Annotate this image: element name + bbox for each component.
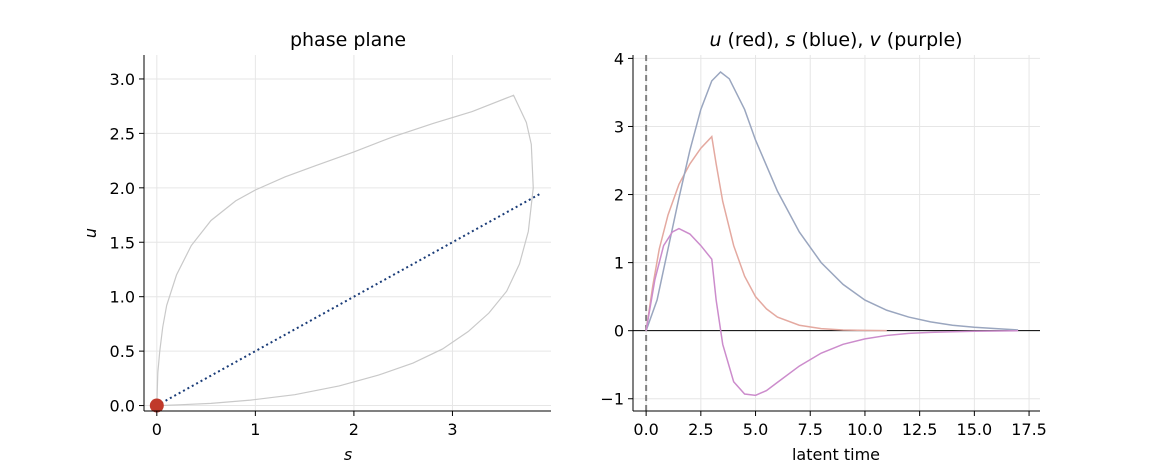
- y-tick-label: 0: [614, 322, 624, 341]
- time-course-x-ticks: 0.0 2.5 5.0 7.5 10.0 12.5 15.0 17.5: [633, 411, 1047, 439]
- y-tick-label: 0.0: [110, 397, 135, 416]
- x-tick-label: 17.5: [1011, 420, 1047, 439]
- y-tick-label: −1: [600, 390, 624, 409]
- y-tick-label: 2: [614, 186, 624, 205]
- x-tick-label: 5.0: [743, 420, 768, 439]
- time-course-title: u (red), s (blue), v (purple): [709, 29, 962, 51]
- time-course-x-label: latent time: [792, 445, 880, 462]
- y-tick-label: 0.5: [110, 342, 135, 361]
- title-part: s: [786, 29, 796, 51]
- phase-plane-x-label: s: [344, 445, 352, 462]
- y-tick-label: 2.5: [110, 124, 135, 143]
- x-tick-label: 0: [152, 420, 162, 439]
- title-part: (red),: [721, 29, 785, 51]
- x-tick-label: 3: [447, 420, 457, 439]
- x-tick-label: 2: [349, 420, 359, 439]
- x-tick-label: 7.5: [798, 420, 823, 439]
- phase-plane-x-ticks: 0 1 2 3: [152, 411, 458, 439]
- y-tick-label: 2.0: [110, 179, 135, 198]
- y-tick-label: 1.0: [110, 288, 135, 307]
- phase-plane-y-label: u: [81, 228, 100, 238]
- time-course-panel: 0.0 2.5 5.0 7.5 10.0 12.5 15.0 17.5 −1 0 1 2 3 4 u (…: [600, 29, 1046, 462]
- phase-plane-grid: [144, 55, 551, 411]
- y-tick-label: 1.5: [110, 233, 135, 252]
- x-tick-label: 2.5: [688, 420, 713, 439]
- title-part: (purple): [881, 29, 963, 51]
- phase-trajectory-line: [156, 94, 534, 407]
- y-tick-label: 3: [614, 117, 624, 136]
- y-tick-label: 1: [614, 254, 624, 273]
- phase-plane-title: phase plane: [290, 29, 406, 51]
- time-course-plot-area: [633, 55, 1040, 411]
- phase-plane-panel: 0 1 2 3 0.0 0.5 1.0 1.5 2.0 2.5 3.0 phase plane s…: [81, 29, 551, 462]
- time-course-grid: [633, 55, 1040, 411]
- title-part: (blue),: [795, 29, 869, 51]
- y-tick-label: 3.0: [110, 70, 135, 89]
- title-part: v: [870, 29, 882, 51]
- u-series-line: [645, 135, 887, 332]
- x-tick-label: 10.0: [847, 420, 883, 439]
- initial-point-marker: [149, 398, 164, 413]
- y-tick-label: 4: [614, 49, 624, 68]
- x-tick-label: 1: [250, 420, 260, 439]
- time-course-y-ticks: −1 0 1 2 3 4: [600, 49, 633, 409]
- phase-plane-plot-area: [149, 94, 542, 413]
- steady-state-dotted-line: [156, 192, 542, 407]
- x-tick-label: 15.0: [957, 420, 993, 439]
- title-part: u: [709, 29, 721, 51]
- v-series-line: [645, 227, 1019, 397]
- x-tick-label: 0.0: [633, 420, 658, 439]
- phase-plane-y-ticks: 0.0 0.5 1.0 1.5 2.0 2.5 3.0: [110, 70, 144, 416]
- x-tick-label: 12.5: [902, 420, 938, 439]
- s-series-line: [645, 71, 1019, 331]
